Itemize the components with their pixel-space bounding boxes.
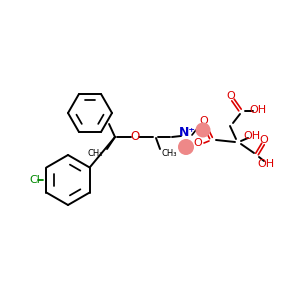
Text: O: O (130, 130, 140, 143)
Text: N⁺: N⁺ (178, 127, 196, 140)
Text: Cl: Cl (30, 175, 40, 185)
Text: H: H (182, 142, 190, 152)
Text: O: O (226, 91, 236, 101)
Text: OH: OH (249, 105, 267, 115)
Text: O: O (200, 116, 208, 126)
Text: CH₃: CH₃ (196, 127, 210, 133)
Text: CH₃: CH₃ (88, 148, 103, 158)
Text: O: O (260, 135, 268, 145)
Circle shape (178, 139, 194, 155)
Circle shape (196, 122, 211, 137)
Text: OH: OH (243, 131, 261, 141)
Text: CH₃: CH₃ (161, 149, 176, 158)
Text: O: O (194, 138, 202, 148)
Text: OH: OH (257, 159, 274, 169)
